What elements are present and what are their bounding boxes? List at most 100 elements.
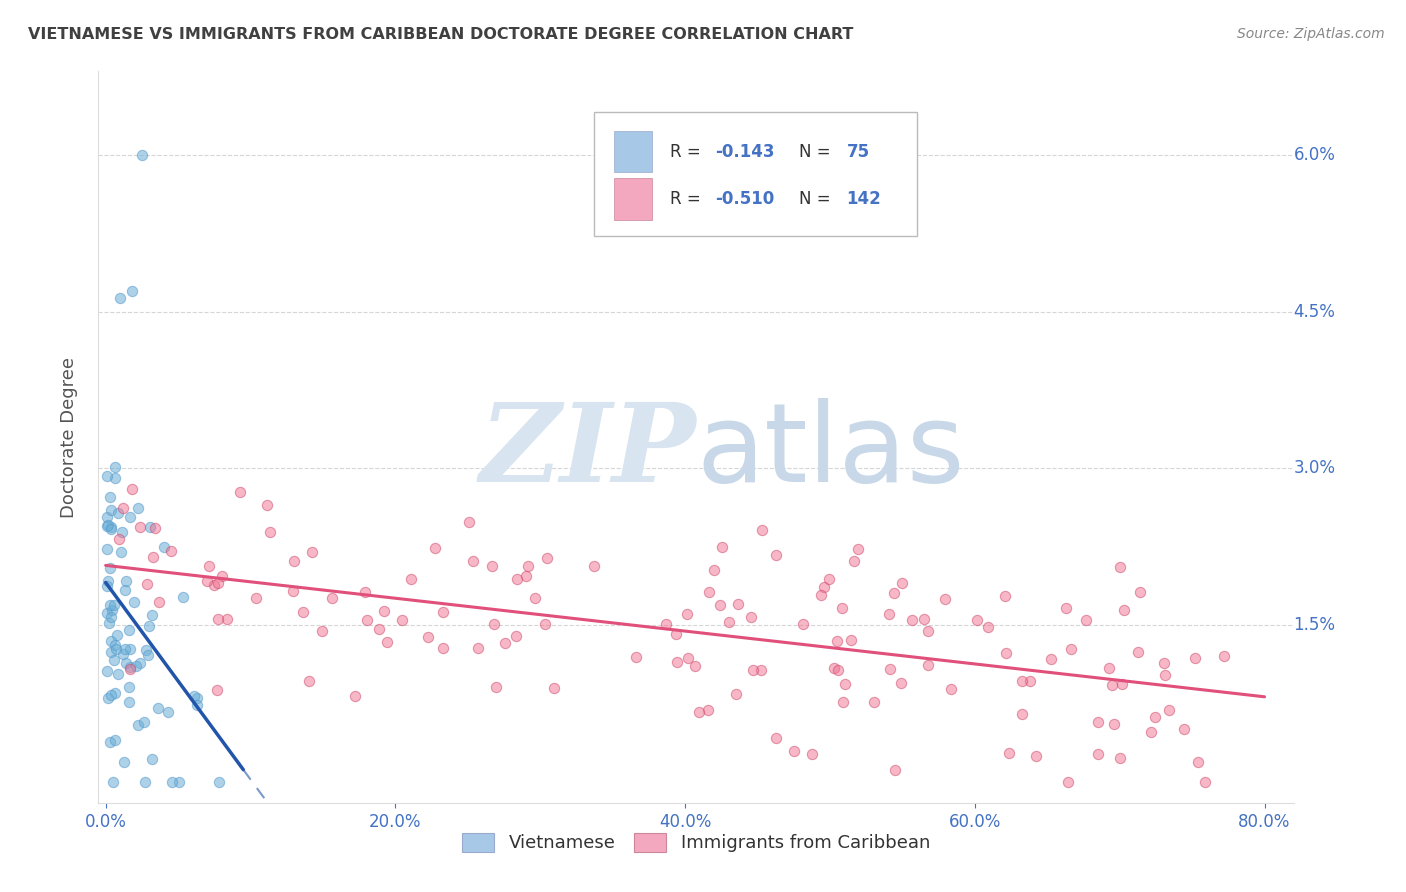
Point — [121, 284, 143, 298]
Text: atlas: atlas — [696, 398, 965, 505]
Point — [1184, 651, 1206, 665]
Point — [134, 715, 156, 730]
Point — [97, 574, 120, 589]
Point — [862, 695, 884, 709]
Point — [160, 775, 183, 789]
Text: -0.510: -0.510 — [716, 190, 775, 209]
Point — [167, 775, 190, 789]
FancyBboxPatch shape — [595, 112, 917, 235]
Point — [683, 658, 706, 673]
Point — [688, 705, 710, 719]
Point — [118, 695, 141, 709]
Point — [96, 519, 118, 533]
Point — [939, 681, 962, 696]
Point — [1025, 749, 1047, 764]
Point — [97, 517, 120, 532]
Point — [283, 583, 305, 598]
Point — [129, 520, 152, 534]
Point — [321, 591, 343, 606]
Point — [877, 607, 900, 621]
Point — [98, 598, 121, 612]
Point — [1173, 723, 1195, 737]
Point — [207, 612, 229, 626]
Point — [1109, 560, 1132, 574]
Point — [1109, 751, 1132, 765]
Text: N =: N = — [799, 143, 835, 161]
Point — [107, 506, 129, 520]
Point — [104, 638, 127, 652]
Point — [391, 613, 413, 627]
Point — [792, 617, 814, 632]
Point — [207, 683, 229, 698]
Point — [846, 542, 869, 557]
Point — [727, 597, 749, 611]
Point — [373, 604, 395, 618]
Point — [1087, 715, 1109, 730]
Point — [494, 636, 516, 650]
Point — [1019, 673, 1042, 688]
Point — [215, 612, 238, 626]
Point — [122, 595, 145, 609]
Point — [699, 585, 721, 599]
Point — [100, 523, 122, 537]
Point — [186, 698, 208, 712]
Point — [884, 764, 907, 778]
Point — [834, 676, 856, 690]
Point — [995, 646, 1018, 660]
Point — [543, 681, 565, 696]
Point — [810, 588, 832, 602]
Point — [120, 660, 142, 674]
Y-axis label: Doctorate Degree: Doctorate Degree — [59, 357, 77, 517]
Point — [461, 553, 484, 567]
Point — [655, 616, 678, 631]
Point — [141, 751, 163, 765]
Point — [676, 607, 699, 622]
Point — [127, 500, 149, 515]
Point — [883, 586, 905, 600]
Point — [934, 591, 956, 606]
Point — [536, 550, 558, 565]
Point — [283, 554, 305, 568]
Point — [104, 471, 127, 485]
Point — [842, 554, 865, 568]
Legend: Vietnamese, Immigrants from Caribbean: Vietnamese, Immigrants from Caribbean — [454, 826, 938, 860]
Point — [740, 610, 762, 624]
Point — [344, 690, 367, 704]
Point — [98, 615, 121, 630]
Point — [1157, 703, 1180, 717]
Point — [1140, 724, 1163, 739]
Point — [703, 563, 725, 577]
Point — [103, 775, 125, 789]
Point — [121, 482, 143, 496]
Point — [96, 510, 118, 524]
Point — [138, 619, 160, 633]
Point — [1111, 676, 1133, 690]
Point — [114, 755, 136, 769]
Point — [917, 657, 939, 672]
Point — [375, 635, 398, 649]
Point — [977, 620, 1000, 634]
Point — [129, 656, 152, 670]
Point — [127, 717, 149, 731]
Point — [96, 665, 118, 679]
Point — [229, 485, 252, 500]
Point — [143, 520, 166, 534]
Text: 4.5%: 4.5% — [1294, 302, 1336, 321]
Text: R =: R = — [669, 143, 706, 161]
Point — [135, 643, 157, 657]
Point — [839, 633, 862, 648]
Point — [709, 598, 731, 612]
Point — [1054, 601, 1077, 615]
Point — [110, 524, 132, 539]
Point — [112, 501, 135, 516]
Point — [98, 735, 121, 749]
Point — [202, 577, 225, 591]
Point — [399, 572, 422, 586]
Point — [153, 540, 176, 554]
Point — [481, 559, 503, 574]
Point — [97, 691, 120, 706]
Point — [311, 624, 333, 638]
Point — [1011, 707, 1033, 722]
Point — [1104, 717, 1126, 731]
Point — [115, 574, 138, 588]
